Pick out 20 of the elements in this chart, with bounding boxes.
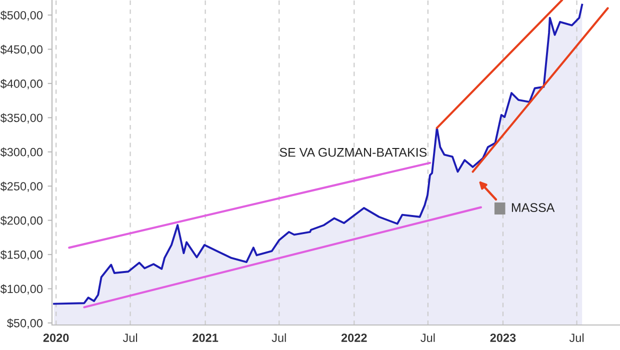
x-tick-label: 2021 [192, 334, 218, 342]
y-tick-label: $200,00 [0, 216, 43, 226]
annotation: SE VA GUZMAN-BATAKIS [280, 148, 427, 157]
y-tick-label: $500,00 [0, 10, 43, 21]
y-tick-label: $100,00 [0, 284, 43, 295]
y-tick-label: $300,00 [0, 147, 43, 158]
y-tick-label: $350,00 [0, 113, 43, 124]
x-tick-label: 2022 [341, 334, 367, 342]
x-tick-label: 2023 [490, 334, 516, 342]
x-tick-label: 2020 [43, 334, 69, 342]
y-tick-label: $400,00 [0, 79, 43, 90]
y-tick-label: $50,00 [6, 318, 43, 329]
x-tick-label: Jul [272, 333, 286, 342]
y-tick-label: $250,00 [0, 182, 43, 192]
x-tick-label: Jul [420, 333, 435, 342]
annotation: MASSA [512, 203, 555, 212]
y-tick-label: $450,00 [0, 44, 43, 56]
y-tick-label: $150,00 [0, 250, 43, 260]
x-tick-label: Jul [569, 333, 584, 342]
x-tick-label: Jul [122, 333, 138, 342]
